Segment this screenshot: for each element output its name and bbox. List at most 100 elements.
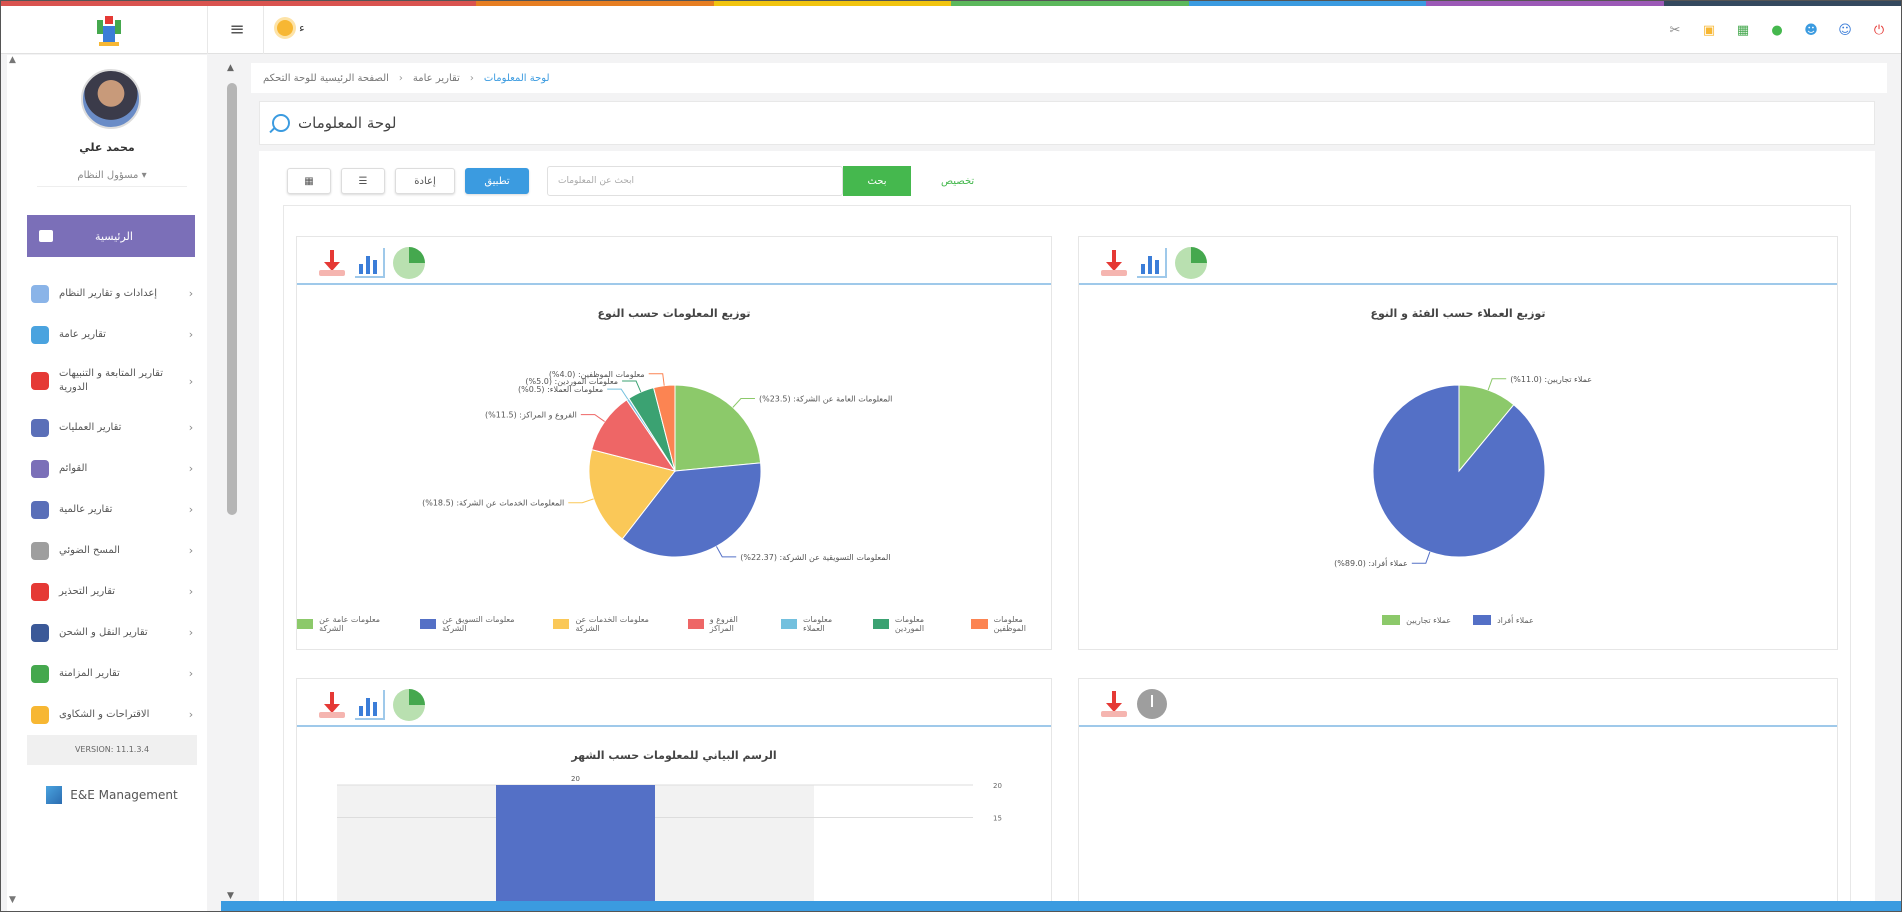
scan-icon (31, 541, 49, 560)
legend-item[interactable]: ﻣﻌﻠﻮﻣﺎﺕ ﺍﻟﺘﺴﻮﻳﻖ ﻋﻦ ﺍﻟﺸﺮﻛﺔ (419, 615, 531, 633)
download-icon[interactable] (317, 690, 347, 720)
legend-item[interactable]: ﻣﻌﻠﻮﻣﺎﺕ ﺍﻟﻤﻮﻇﻔﻴﻦ (971, 615, 1051, 633)
sidebar-item-reports[interactable]: ﺗﻘﺎﺭﻳﺮ ﻋﺎﻣﺔ › (27, 314, 197, 355)
pie-slice[interactable] (653, 384, 676, 472)
download-icon[interactable] (317, 248, 347, 278)
sidebar-item-label: ﺗﻘﺎﺭﻳﺮ ﺍﻟﺘﺤﺬﻳﺮ (59, 585, 116, 597)
list-icon (31, 459, 49, 478)
label-leader-line (648, 373, 665, 386)
sidebar-item-ideas[interactable]: ﺍﻻﻗﺘﺮﺍﺣﺎﺕ ﻭ ﺍﻟﺸﻜﺎﻭﻯ › (27, 694, 197, 735)
legend-swatch (971, 619, 988, 629)
legend-item[interactable]: ﻣﻌﻠﻮﻣﺎﺕ ﺍﻟﻌﻤﻼﺀ (780, 615, 851, 633)
grid-view-button[interactable]: ▦ (287, 168, 331, 194)
legend-item[interactable]: ﻣﻌﻠﻮﻣﺎﺕ ﻋﺎﻣﺔ ﻋﻦ ﺍﻟﺸﺮﻛﺔ (297, 615, 398, 633)
sidebar-item-label: ﺗﻘﺎﺭﻳﺮ ﺍﻟﻨﻘﻞ ﻭ ﺍﻟﺸﺤﻦ (59, 626, 148, 638)
users-icon[interactable]: ☻ (1804, 22, 1818, 38)
sidebar-item-global[interactable]: ﺗﻘﺎﺭﻳﺮ ﻋﺎﻟﻤﻴﺔ › (27, 489, 197, 530)
sidebar-item-lists[interactable]: ﺍﻟﻘﻮﺍﺋﻢ › (27, 448, 197, 489)
legend-swatch (872, 619, 889, 629)
bar-chart-icon[interactable] (355, 248, 385, 278)
scroll-down-icon[interactable]: ▼ (227, 891, 234, 901)
chevron-right-icon: › (398, 72, 403, 84)
pie-chart-icon[interactable] (1175, 247, 1207, 279)
contact-card-icon[interactable]: ▣ (1702, 22, 1716, 38)
product-logo-icon (46, 786, 63, 804)
apply-button[interactable]: ﺗﻄﺒﻴﻖ (465, 168, 529, 194)
avatar[interactable] (81, 69, 141, 129)
pie-slice[interactable] (1372, 384, 1546, 558)
lightbulb-icon (31, 705, 49, 724)
search-submit-button[interactable]: ﺑﺤﺚ (843, 166, 911, 196)
label-leader-line (732, 398, 755, 408)
main-scrollbar[interactable]: ▲ ▼ (223, 61, 241, 901)
chart-legend: ﻣﻌﻠﻮﻣﺎﺕ ﻋﺎﻣﺔ ﻋﻦ ﺍﻟﺸﺮﻛﺔ ﻣﻌﻠﻮﻣﺎﺕ ﺍﻟﺘﺴﻮﻳﻖ ﻋﻦ… (297, 615, 1051, 633)
product-brand: E&E Management (27, 775, 197, 815)
legend-item[interactable]: ﻋﻤﻼﺀ ﺃﻓﺮﺍﺩ (1473, 615, 1534, 625)
slice-label: ﺍﻟﻤﻌﻠﻮﻣﺎﺕ ﺍﻟﺨﺪﻣﺎﺕ ﻋﻦ ﺍﻟﺸﺮﻛﺔ: (18.5%) (422, 499, 564, 508)
legend-label: ﺍﻟﻔﺮﻭﻉ ﻭ ﺍﻟﻤﺮﺍﻛﺰ (709, 615, 738, 633)
download-icon[interactable] (1099, 689, 1129, 719)
pie-chart-icon[interactable] (393, 247, 425, 279)
user-status-dropdown[interactable]: ﻣﺴﺆﻭﻝ ﺍﻟﻨﻈﺎﻡ ▾ (37, 165, 187, 187)
slice-label: ﻋﻤﻼﺀ ﺗﺠﺎﺭﻳﻴﻦ: (11.0%) (1510, 375, 1592, 384)
gauge-icon[interactable] (1137, 689, 1167, 719)
list-view-button[interactable]: ☰ (341, 168, 385, 194)
product-name: E&E Management (70, 788, 178, 802)
sidebar-item-sync[interactable]: ﺗﻘﺎﺭﻳﺮ ﺍﻟﻤﺰﺍﻣﻨﺔ › (27, 653, 197, 694)
legend-item[interactable]: ﻣﻌﻠﻮﻣﺎﺕ ﺍﻟﺨﺪﻣﺎﺕ ﻋﻦ ﺍﻟﺸﺮﻛﺔ (553, 615, 665, 633)
chart-band (337, 785, 496, 911)
chevron-right-icon: › (188, 421, 194, 434)
legend-item[interactable]: ﻋﻤﻼﺀ ﺗﺠﺎﺭﻳﻴﻦ (1382, 615, 1451, 625)
chat-icon[interactable]: ● (1771, 22, 1783, 38)
sidebar-item-home[interactable]: ﺍﻟﺮﺋﻴﺴﻴﺔ (27, 215, 195, 257)
sidebar-item-scan[interactable]: ﺍﻟﻤﺴﺢ ﺍﻟﻀﻮﺋﻲ › (27, 530, 197, 571)
bar-chart-icon[interactable] (355, 690, 385, 720)
chevron-right-icon: › (469, 72, 474, 84)
sidebar-item-settings-reports[interactable]: ﺇﻋﺪﺍﺩﺍﺕ ﻭ ﺗﻘﺎﺭﻳﺮ ﺍﻟﻨﻈﺎﻡ › (27, 273, 197, 314)
breadcrumb-item[interactable]: ﺗﻘﺎﺭﻳﺮ ﻋﺎﻣﺔ (412, 72, 460, 84)
label-leader-line (1411, 551, 1431, 564)
pie-slice[interactable] (674, 384, 762, 472)
pie-slice[interactable] (591, 399, 677, 472)
sidebar-menu: ﺇﻋﺪﺍﺩﺍﺕ ﻭ ﺗﻘﺎﺭﻳﺮ ﺍﻟﻨﻈﺎﻡ › ﺗﻘﺎﺭﻳﺮ ﻋﺎﻣﺔ › ﺗﻘﺎﺭ… (27, 273, 197, 735)
scroll-down-icon[interactable]: ▼ (9, 895, 16, 905)
customize-link[interactable]: ﺗﺨﺼﻴﺺ (941, 175, 975, 187)
scroll-up-icon[interactable]: ▲ (9, 55, 16, 65)
legend-item[interactable]: ﻣﻌﻠﻮﻣﺎﺕ ﺍﻟﻤﻮﺭﺩﻳﻦ (872, 615, 950, 633)
rainbow-segment (238, 1, 476, 6)
chevron-right-icon: › (188, 708, 194, 721)
sidebar-item-label: ﺗﻘﺎﺭﻳﺮ ﺍﻟﻤﺘﺎﺑﻌﺔ ﻭ ﺍﻟﺘﻨﺒﻴﻬﺎﺕ ﺍﻟﺪﻭﺭﻳﺔ (59, 368, 163, 393)
calendar-icon[interactable]: ▦ (1736, 22, 1750, 38)
widget-title: ﺗﻮﺯﻳﻊ ﺍﻟﻤﻌﻠﻮﻣﺎﺕ ﺣﺴﺐ ﺍﻟﻨﻮﻉ (597, 307, 751, 320)
download-icon[interactable] (1099, 248, 1129, 278)
sidebar-item-warnings[interactable]: ﺗﻘﺎﺭﻳﺮ ﺍﻟﺘﺤﺬﻳﺮ › (27, 571, 197, 612)
power-icon[interactable]: ⏻ (1873, 22, 1885, 38)
menu-toggle-button[interactable]: ≡ (229, 19, 245, 40)
pie-slice[interactable] (588, 449, 676, 540)
sidebar-scrollbar[interactable]: ▲ ▼ (7, 55, 19, 911)
pie-chart-icon[interactable] (393, 689, 425, 721)
legend-item[interactable]: ﺍﻟﻔﺮﻭﻉ ﻭ ﺍﻟﻤﺮﺍﻛﺰ (687, 615, 759, 633)
breadcrumb-current: ﻟﻮﺣﺔ ﺍﻟﻤﻌﻠﻮﻣﺎﺕ (483, 72, 550, 84)
pie-slice[interactable] (621, 462, 762, 558)
tools-icon[interactable]: ✂ (1669, 22, 1681, 38)
sidebar-item-operations[interactable]: ﺗﻘﺎﺭﻳﺮ ﺍﻟﻌﻤﻠﻴﺎﺕ › (27, 407, 197, 448)
chart-legend: ﻋﻤﻼﺀ ﺗﺠﺎﺭﻳﻴﻦ ﻋﻤﻼﺀ ﺃﻓﺮﺍﺩ (1079, 615, 1837, 625)
label-leader-line (568, 498, 594, 504)
bar-chart-icon[interactable] (1137, 248, 1167, 278)
user-icon[interactable]: ☺ (1838, 22, 1852, 38)
legend-label: ﻋﻤﻼﺀ ﺗﺠﺎﺭﻳﻴﻦ (1406, 615, 1452, 625)
sidebar-item-alerts[interactable]: ﺗﻘﺎﺭﻳﺮ ﺍﻟﻤﺘﺎﺑﻌﺔ ﻭ ﺍﻟﺘﻨﺒﻴﻬﺎﺕ ﺍﻟﺪﻭﺭﻳﺔ › (27, 355, 197, 407)
slice-label: ﻣﻌﻠﻮﻣﺎﺕ ﺍﻟﻤﻮﻇﻔﻴﻦ: (4.0%) (549, 370, 645, 379)
sun-icon (277, 20, 293, 36)
breadcrumb-item[interactable]: ﺍﻟﺼﻔﺤﺔ ﺍﻟﺮﺋﻴﺴﻴﺔ ﻟﻠﻮﺣﺔ ﺍﻟﺘﺤﻜﻢ (263, 72, 389, 84)
scrollbar-thumb[interactable] (227, 83, 237, 515)
legend-swatch (1382, 615, 1401, 625)
reset-button[interactable]: ﺇﻋﺎﺩﺓ (395, 168, 455, 194)
search-input[interactable]: ﺍﺑﺤﺚ ﻋﻦ ﺍﻟﻤﻌﻠﻮﻣﺎﺕ (547, 166, 843, 196)
sidebar-item-transport[interactable]: ﺗﻘﺎﺭﻳﺮ ﺍﻟﻨﻘﻞ ﻭ ﺍﻟﺸﺤﻦ › (27, 612, 197, 653)
horizontal-scrollbar[interactable] (221, 901, 1901, 911)
bar[interactable] (496, 785, 655, 912)
scroll-up-icon[interactable]: ▲ (227, 63, 234, 73)
sidebar-item-label: ﺍﻟﻤﺴﺢ ﺍﻟﻀﻮﺋﻲ (59, 544, 120, 556)
